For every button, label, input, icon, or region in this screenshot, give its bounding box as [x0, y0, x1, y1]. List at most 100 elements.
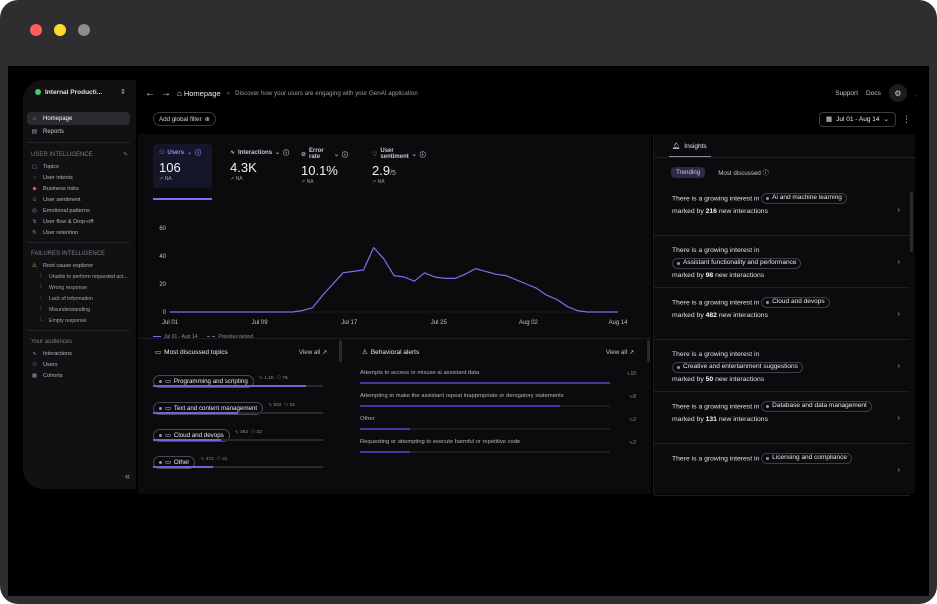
close-window-button[interactable] [30, 24, 42, 36]
metric-tab-user-sentiment[interactable]: ♡ User sentiment ⌄ ⓘ 2.9/5 ↗ NA [366, 144, 426, 188]
panel-resize-handle[interactable] [339, 340, 342, 362]
chevron-right-icon[interactable]: › [897, 413, 900, 422]
x-tick-label: Jul 01 [162, 320, 179, 326]
metric-tab-users[interactable]: ⚇ Users ⌄ ⓘ 106 ↗ NA [153, 144, 212, 188]
tree-branch-icon: └ [38, 284, 43, 291]
topics-list: ▭ Programming and scripting ∿ 1.1K ⚇ 76 ▭ Te… [153, 370, 325, 478]
sidebar-item-failure[interactable]: └ Lack of information [27, 293, 130, 304]
alert-count: ∿2 [629, 440, 636, 446]
insight-item[interactable]: There is a growing interest in Assistant… [654, 236, 910, 288]
gear-icon[interactable]: ⚙ [888, 84, 907, 102]
sidebar-item-label: Interactions [43, 350, 72, 357]
alert-label: Attempting to make the assistant repeat … [360, 393, 564, 399]
sidebar-item-cohorts[interactable]: ▦ Cohorts [27, 370, 130, 381]
chevron-right-icon[interactable]: › [897, 361, 900, 370]
sidebar-item-user-intents[interactable]: ♁ User intents [27, 172, 130, 183]
chevron-right-icon[interactable]: › [897, 465, 900, 474]
insight-topic-chip[interactable]: Ai and machine learning [761, 193, 847, 204]
alert-row[interactable]: Attempts to access or misuse ai assistan… [360, 370, 636, 393]
insight-topic-chip[interactable]: Creative and entertainment suggestions [672, 361, 803, 373]
add-global-filter-button[interactable]: Add global filter ⊕ [153, 112, 216, 126]
tree-branch-icon: └ [38, 317, 43, 324]
alert-row[interactable]: Other ∿2 [360, 416, 636, 439]
metric-tab-error-rate[interactable]: ⊘ Error rate ⌄ ⓘ 10.1% ↗ NA [295, 144, 354, 188]
series-line-users[interactable] [170, 247, 618, 313]
sidebar-item-failure[interactable]: └ Unable to perform requested act... [27, 271, 130, 282]
docs-link[interactable]: Docs [866, 89, 881, 97]
alert-label: Attempts to access or misuse ai assistan… [360, 370, 480, 376]
insight-topic-chip[interactable]: Database and data management [761, 401, 872, 412]
insight-count: 216 [705, 207, 717, 215]
sidebar-item-business-risks[interactable]: ◆ Business risks [27, 183, 130, 194]
insight-item[interactable]: There is a growing interest in Database … [654, 392, 910, 444]
sidebar-item-failure[interactable]: └ Empty response [27, 315, 130, 326]
edit-icon[interactable]: ✎ [122, 152, 128, 158]
topic-row[interactable]: ▭ Programming and scripting ∿ 1.1K ⚇ 76 [153, 370, 325, 397]
topic-chip[interactable]: ▭ Other [153, 456, 196, 469]
chevron-right-icon[interactable]: › [897, 205, 900, 214]
topics-icon: ▢ [31, 163, 38, 170]
insight-marked-by: marked by [672, 376, 704, 384]
more-options-icon[interactable]: ⋮ [902, 113, 911, 124]
metric-label: Users [167, 149, 185, 156]
sidebar-item-label: Users [43, 361, 58, 368]
tree-branch-icon: └ [38, 295, 43, 302]
insight-topic-chip[interactable]: Licensing and compliance [761, 453, 852, 464]
users-icon: ⚇ [216, 457, 221, 463]
sidebar-item-homepage[interactable]: ⌂ Homepage [27, 112, 130, 125]
chevron-right-icon[interactable]: › [897, 309, 900, 318]
chevron-right-icon[interactable]: › [897, 257, 900, 266]
alert-row[interactable]: Requesting or attempting to execute harm… [360, 439, 636, 462]
tree-branch-icon: └ [38, 306, 43, 313]
insight-item[interactable]: There is a growing interest in Cloud and… [654, 288, 910, 340]
scrollbar[interactable] [910, 192, 913, 252]
topic-chip[interactable]: ▭ Programming and scripting [153, 375, 254, 388]
metric-value: 4.3K [230, 160, 257, 175]
tab-most-discussed[interactable]: Most discussed ⓘ [718, 170, 769, 177]
sidebar-item-user-retention[interactable]: ↻ User retention [27, 227, 130, 238]
topic-row[interactable]: ▭ Other ∿ 473 ⚇ 31 [153, 451, 325, 478]
tab-trending[interactable]: Trending [671, 167, 706, 178]
alert-share-bar [360, 451, 610, 453]
breadcrumb[interactable]: Homepage [183, 88, 221, 98]
insight-item[interactable]: There is a growing interest in Ai and ma… [654, 184, 910, 236]
insight-item[interactable]: There is a growing interest in Creative … [654, 340, 910, 392]
back-arrow-icon[interactable]: ← [145, 87, 155, 99]
sidebar-item-reports[interactable]: ▤ Reports [27, 125, 130, 138]
sidebar-item-topics[interactable]: ▢ Topics [27, 161, 130, 172]
alert-share-bar [360, 382, 610, 384]
topic-chip[interactable]: ▭ Cloud and devops [153, 429, 230, 442]
topic-interactions: 473 [205, 457, 214, 463]
collapse-sidebar-icon[interactable]: « [124, 471, 130, 481]
topics-view-all-link[interactable]: View all ↗ [298, 348, 327, 356]
insight-item[interactable]: There is a growing interest in Licensing… [654, 444, 910, 496]
topic-row[interactable]: ▭ Cloud and devops ∿ 482 ⚇ 32 [153, 424, 325, 451]
sidebar-item-failure[interactable]: └ Wrong response [27, 282, 130, 293]
reports-icon: ▤ [31, 129, 38, 135]
sidebar-item-interactions[interactable]: ∿ Interactions [27, 348, 130, 359]
sidebar-item-user-flow[interactable]: ↯ User flow & Drop-off [27, 216, 130, 227]
metric-tab-interactions[interactable]: ∿ Interactions ⌄ ⓘ 4.3K ↗ NA [224, 144, 289, 188]
topic-chip[interactable]: ▭ Text and content management [153, 402, 264, 415]
alerts-view-all-link[interactable]: View all ↗ [605, 348, 634, 356]
sidebar-item-emotional-patterns[interactable]: ◎ Emotional patterns [27, 205, 130, 216]
insight-topic-chip[interactable]: Cloud and devops [761, 297, 830, 308]
zoom-window-button[interactable] [78, 24, 90, 36]
x-tick-label: Aug 14 [608, 320, 628, 326]
sidebar-item-root-cause[interactable]: ⚠ Root cause explorer [27, 260, 130, 271]
minimize-window-button[interactable] [54, 24, 66, 36]
sidebar-item-failure[interactable]: └ Misunderstanding [27, 304, 130, 315]
date-range-picker[interactable]: ▦ Jul 01 - Aug 14 ⌄ [819, 111, 896, 127]
retention-icon: ↻ [32, 229, 37, 236]
support-link[interactable]: Support [835, 89, 859, 97]
forward-arrow-icon[interactable]: → [161, 87, 171, 99]
insight-topic-chip[interactable]: Assistant functionality and performance [672, 257, 802, 269]
sidebar-item-users[interactable]: ⚇ Users [27, 359, 130, 370]
alert-row[interactable]: Attempting to make the assistant repeat … [360, 393, 636, 416]
panel-resize-handle[interactable] [647, 340, 650, 362]
menu-hint-icon[interactable]: ˎ [914, 89, 917, 97]
workspace-switcher[interactable]: Internal Producti... ⇕ [35, 88, 126, 96]
sidebar-item-user-sentiment[interactable]: ☺ User sentiment [27, 194, 130, 205]
insights-tab[interactable]: 🔔︎ Insights [672, 142, 707, 151]
topic-row[interactable]: ▭ Text and content management ∿ 632 ⚇ 51 [153, 397, 325, 424]
